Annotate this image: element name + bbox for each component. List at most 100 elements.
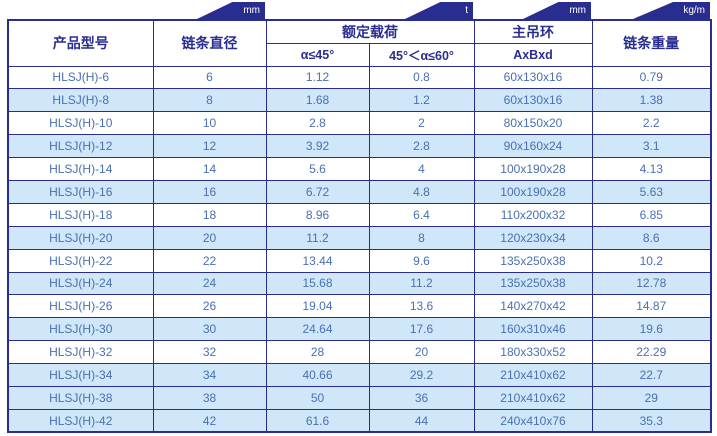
col-header-diameter: 链条直径 <box>152 19 267 67</box>
table-row: HLSJ(H)-34 34 40.66 29.2 210x410x62 22.7 <box>7 363 712 387</box>
table-body: HLSJ(H)-6 6 1.12 0.8 60x130x16 0.79 HLSJ(H)-8 8… <box>7 65 712 433</box>
cell-weight: 12.78 <box>591 271 712 296</box>
cell-weight: 5.63 <box>591 179 712 204</box>
cell-load-60: 6.4 <box>368 202 475 227</box>
cell-diameter: 26 <box>152 294 267 319</box>
cell-model: HLSJ(H)-6 <box>7 65 154 90</box>
table-row: HLSJ(H)-26 26 19.04 13.6 140x270x42 14.87 <box>7 294 712 319</box>
cell-ring: 140x270x42 <box>473 294 593 319</box>
cell-ring: 240x410x76 <box>473 408 593 433</box>
cell-diameter: 24 <box>152 271 267 296</box>
cell-ring: 60x130x16 <box>473 65 593 90</box>
cell-model: HLSJ(H)-22 <box>7 248 154 273</box>
cell-model: HLSJ(H)-10 <box>7 111 154 136</box>
header-row-sub: α≤45° 45°＜α≤60° AxBxd <box>8 42 711 67</box>
cell-diameter: 16 <box>152 179 267 204</box>
cell-load-60: 1.2 <box>368 88 475 113</box>
cell-ring: 100x190x28 <box>473 157 593 181</box>
cell-model: HLSJ(H)-26 <box>7 294 154 319</box>
cell-ring: 210x410x62 <box>473 385 593 410</box>
cell-weight: 35.3 <box>591 408 712 433</box>
table-row: HLSJ(H)-12 12 3.92 2.8 90x160x24 3.1 <box>7 134 712 159</box>
col-subheader-load-45: α≤45° <box>265 42 370 67</box>
cell-diameter: 42 <box>152 408 267 433</box>
cell-load-45: 13.44 <box>265 248 370 273</box>
cell-model: HLSJ(H)-18 <box>7 202 154 227</box>
col-header-model: 产品型号 <box>7 19 154 67</box>
cell-model: HLSJ(H)-16 <box>7 179 154 204</box>
cell-model: HLSJ(H)-24 <box>7 271 154 296</box>
cell-model: HLSJ(H)-8 <box>7 88 154 113</box>
cell-ring: 80x150x20 <box>473 111 593 136</box>
cell-load-45: 11.2 <box>265 225 370 250</box>
cell-ring: 120x230x34 <box>473 225 593 250</box>
cell-weight: 22.7 <box>591 363 712 387</box>
cell-weight: 0.79 <box>591 65 712 90</box>
header-row-main: 产品型号 链条直径 额定载荷 主吊环 链条重量 <box>7 19 712 67</box>
cell-load-60: 44 <box>368 408 475 433</box>
table-row: HLSJ(H)-38 38 50 36 210x410x62 29 <box>7 385 712 410</box>
cell-model: HLSJ(H)-42 <box>7 408 154 433</box>
table-row: HLSJ(H)-10 10 2.8 2 80x150x20 2.2 <box>7 111 712 136</box>
table-row: HLSJ(H)-18 18 8.96 6.4 110x200x32 6.85 <box>7 202 712 227</box>
cell-ring: 110x200x32 <box>473 202 593 227</box>
cell-ring: 100x190x28 <box>473 179 593 204</box>
table-row: HLSJ(H)-42 42 61.6 44 240x410x76 35.3 <box>7 408 712 433</box>
cell-load-60: 29.2 <box>368 363 475 387</box>
cell-load-60: 0.8 <box>368 65 475 90</box>
cell-ring: 180x330x52 <box>473 340 593 365</box>
cell-load-45: 24.64 <box>265 317 370 342</box>
cell-load-45: 8.96 <box>265 202 370 227</box>
cell-diameter: 10 <box>152 111 267 136</box>
cell-model: HLSJ(H)-32 <box>7 340 154 365</box>
col-header-rated-load: 额定载荷 <box>265 19 475 44</box>
cell-load-60: 2.8 <box>368 134 475 159</box>
cell-load-45: 1.12 <box>265 65 370 90</box>
cell-load-45: 2.8 <box>265 111 370 136</box>
cell-model: HLSJ(H)-12 <box>7 134 154 159</box>
cell-load-60: 8 <box>368 225 475 250</box>
cell-ring: 60x130x16 <box>473 88 593 113</box>
cell-weight: 19.6 <box>591 317 712 342</box>
cell-diameter: 20 <box>152 225 267 250</box>
table-row: HLSJ(H)-30 30 24.64 17.6 160x310x46 19.6 <box>7 317 712 342</box>
cell-diameter: 38 <box>152 385 267 410</box>
cell-weight: 6.85 <box>591 202 712 227</box>
table-row: HLSJ(H)-14 14 5.6 4 100x190x28 4.13 <box>7 157 712 181</box>
col-subheader-ring-dims: AxBxd <box>473 42 593 67</box>
cell-load-60: 17.6 <box>368 317 475 342</box>
cell-load-60: 11.2 <box>368 271 475 296</box>
cell-diameter: 8 <box>152 88 267 113</box>
cell-model: HLSJ(H)-20 <box>7 225 154 250</box>
load-unit-badge: t <box>405 2 473 19</box>
cell-weight: 29 <box>591 385 712 410</box>
cell-model: HLSJ(H)-30 <box>7 317 154 342</box>
ring-unit-badge: mm <box>523 2 591 19</box>
cell-weight: 4.13 <box>591 157 712 181</box>
cell-load-60: 4 <box>368 157 475 181</box>
table-row: HLSJ(H)-32 32 28 20 180x330x52 22.29 <box>7 340 712 365</box>
cell-diameter: 22 <box>152 248 267 273</box>
cell-weight: 14.87 <box>591 294 712 319</box>
cell-load-60: 4.8 <box>368 179 475 204</box>
cell-load-45: 61.6 <box>265 408 370 433</box>
cell-weight: 10.2 <box>591 248 712 273</box>
cell-weight: 22.29 <box>591 340 712 365</box>
cell-diameter: 18 <box>152 202 267 227</box>
cell-load-45: 5.6 <box>265 157 370 181</box>
cell-load-45: 3.92 <box>265 134 370 159</box>
cell-load-45: 28 <box>265 340 370 365</box>
product-spec-table: 产品型号 链条直径 额定载荷 主吊环 链条重量 α≤45° 45°＜α≤60° … <box>7 19 712 434</box>
cell-diameter: 30 <box>152 317 267 342</box>
cell-load-60: 2 <box>368 111 475 136</box>
col-header-main-ring: 主吊环 <box>473 19 593 44</box>
cell-load-45: 6.72 <box>265 179 370 204</box>
cell-ring: 160x310x46 <box>473 317 593 342</box>
cell-model: HLSJ(H)-14 <box>7 157 154 181</box>
table-row: HLSJ(H)-20 20 11.2 8 120x230x34 8.6 <box>7 225 712 250</box>
cell-load-45: 19.04 <box>265 294 370 319</box>
cell-load-45: 1.68 <box>265 88 370 113</box>
cell-diameter: 32 <box>152 340 267 365</box>
cell-load-45: 40.66 <box>265 363 370 387</box>
cell-load-45: 50 <box>265 385 370 410</box>
